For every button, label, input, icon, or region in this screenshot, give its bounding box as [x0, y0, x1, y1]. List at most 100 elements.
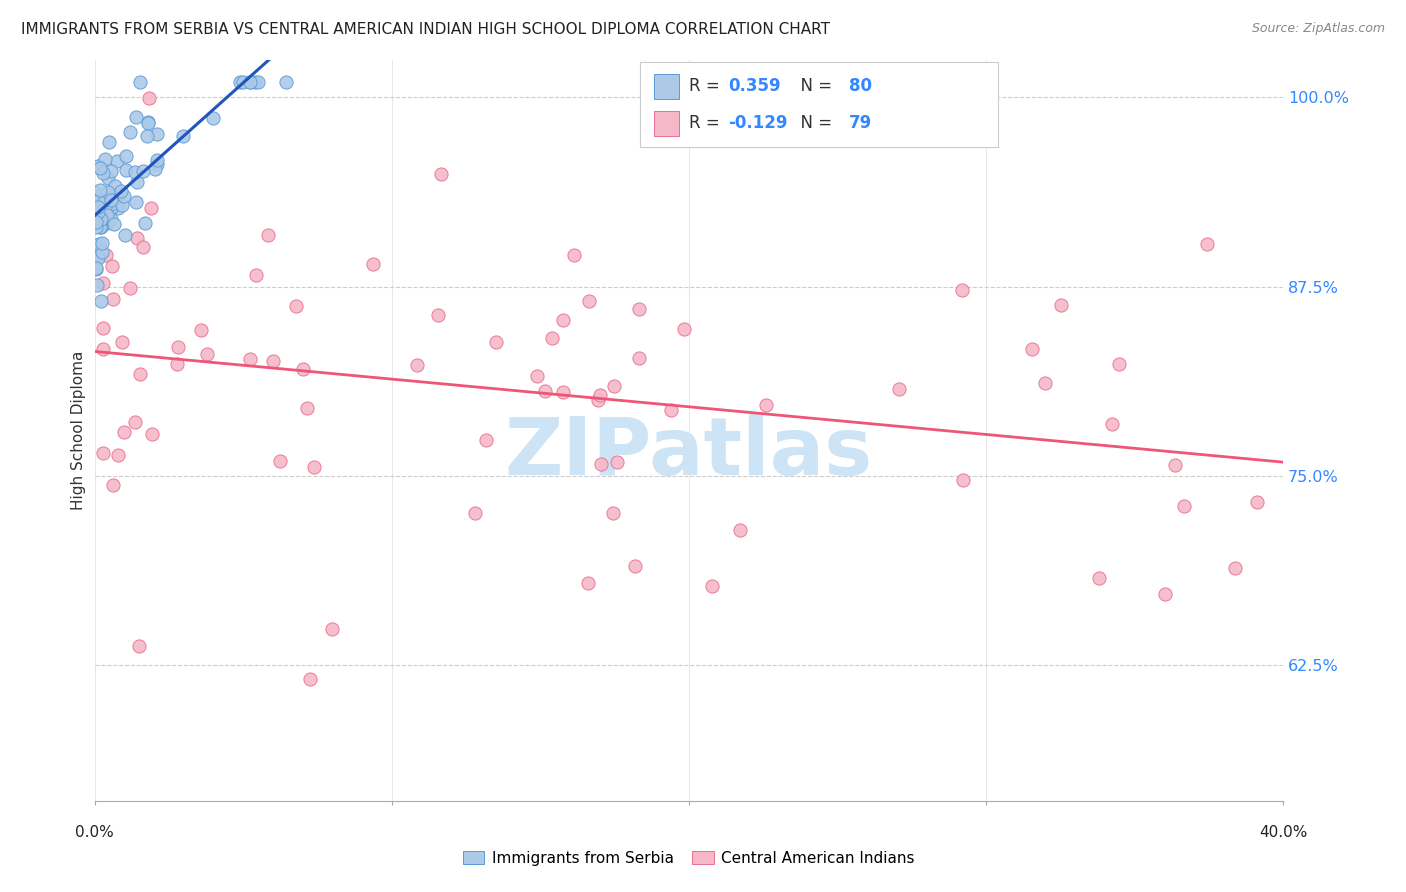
Point [606, 455, 628, 469]
Text: -0.129: -0.129 [728, 114, 787, 132]
Text: 0.0%: 0.0% [75, 825, 114, 840]
Point [269, 453, 291, 467]
Point [136, 115, 159, 129]
Point [89, 219, 111, 234]
Point [110, 184, 132, 198]
Point [93, 276, 115, 290]
Point [166, 340, 188, 354]
Point [578, 294, 600, 309]
Point [96, 216, 118, 230]
Point [87, 159, 110, 173]
Text: 40.0%: 40.0% [1258, 825, 1308, 840]
Point [553, 385, 575, 400]
Text: 0.359: 0.359 [728, 78, 780, 95]
Point [245, 75, 267, 89]
Point [86, 261, 108, 276]
Point [195, 347, 218, 361]
Point [100, 201, 122, 215]
Point [87, 237, 110, 252]
Point [87, 212, 110, 227]
Point [132, 164, 155, 178]
Point [297, 401, 319, 415]
Point [87, 194, 110, 208]
Point [952, 474, 974, 488]
Point [363, 257, 385, 271]
Point [464, 506, 486, 520]
Point [97, 186, 120, 200]
Point [564, 247, 586, 261]
Text: IMMIGRANTS FROM SERBIA VS CENTRAL AMERICAN INDIAN HIGH SCHOOL DIPLOMA CORRELATIO: IMMIGRANTS FROM SERBIA VS CENTRAL AMERIC… [21, 22, 830, 37]
Point [93, 342, 115, 356]
Point [84, 219, 107, 234]
Point [87, 205, 110, 219]
Point [93, 166, 115, 180]
Text: R =: R = [689, 78, 725, 95]
Point [100, 191, 122, 205]
Legend: Immigrants from Serbia, Central American Indians: Immigrants from Serbia, Central American… [457, 845, 921, 871]
Point [89, 183, 111, 197]
Point [533, 384, 555, 398]
Point [887, 383, 910, 397]
Point [274, 75, 297, 89]
Point [1101, 417, 1123, 431]
Point [262, 354, 284, 368]
Point [115, 162, 138, 177]
Point [84, 211, 107, 225]
Point [627, 301, 650, 316]
Point [127, 230, 149, 244]
Point [90, 245, 112, 260]
Point [172, 128, 194, 143]
Point [143, 162, 166, 177]
Point [114, 227, 136, 242]
Point [90, 218, 112, 232]
Point [146, 157, 169, 171]
Point [91, 194, 114, 208]
Point [84, 260, 107, 275]
Point [87, 159, 110, 173]
Point [139, 201, 162, 215]
Point [87, 200, 110, 214]
Point [105, 153, 128, 168]
Point [90, 220, 112, 235]
Point [553, 313, 575, 327]
Point [589, 388, 612, 402]
Point [201, 112, 224, 126]
Text: N =: N = [790, 114, 838, 132]
Text: 80: 80 [849, 78, 872, 95]
Point [120, 124, 142, 138]
Point [239, 75, 262, 89]
Point [602, 379, 624, 393]
Point [107, 448, 129, 462]
Point [141, 427, 163, 442]
Point [1088, 571, 1111, 585]
Point [91, 235, 114, 250]
Point [94, 248, 117, 262]
Point [246, 75, 269, 89]
Point [100, 197, 122, 211]
Point [104, 179, 127, 194]
Point [84, 186, 107, 201]
Text: R =: R = [689, 114, 725, 132]
Point [125, 194, 148, 209]
Point [624, 558, 647, 573]
Point [100, 193, 122, 207]
Point [86, 278, 108, 293]
Point [138, 91, 160, 105]
Point [96, 208, 118, 222]
Point [111, 197, 134, 211]
Point [100, 164, 122, 178]
Point [485, 335, 508, 350]
Point [94, 194, 117, 208]
Point [627, 351, 650, 365]
Point [86, 248, 108, 262]
Point [97, 171, 120, 186]
Point [1223, 560, 1246, 574]
Point [97, 135, 120, 149]
Point [602, 506, 624, 520]
Point [950, 283, 973, 297]
Point [101, 259, 124, 273]
Y-axis label: High School Diploma: High School Diploma [72, 351, 86, 510]
Point [89, 161, 111, 176]
Point [1195, 236, 1218, 251]
Point [166, 357, 188, 371]
